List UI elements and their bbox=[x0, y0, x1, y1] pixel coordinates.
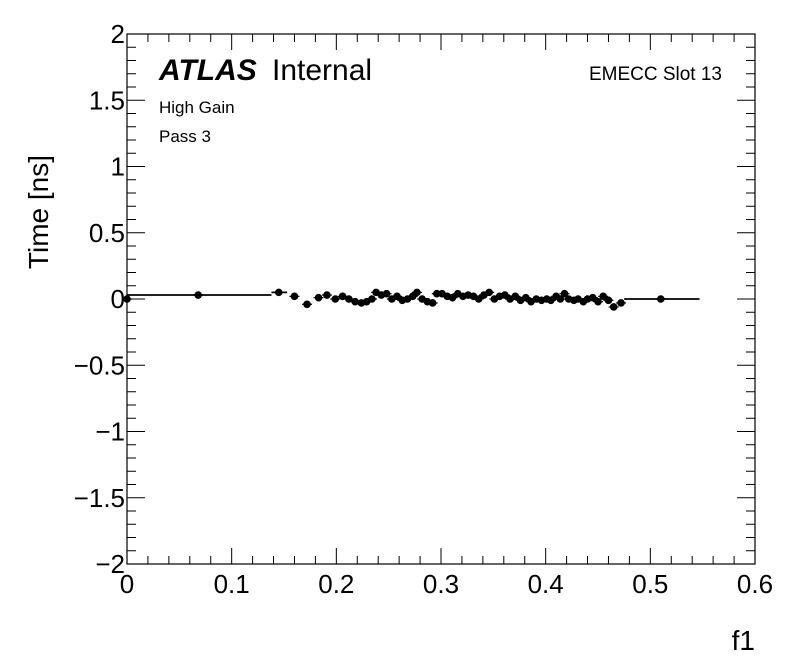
data-point bbox=[599, 292, 608, 301]
data-point bbox=[485, 288, 493, 297]
y-tick-label: 1.5 bbox=[89, 85, 125, 115]
data-points-group bbox=[122, 288, 666, 311]
data-point bbox=[314, 293, 323, 302]
axis-ticks bbox=[126, 33, 756, 565]
x-tick-label: 0.4 bbox=[528, 569, 564, 599]
y-tick-label: 1 bbox=[111, 152, 125, 182]
data-point bbox=[323, 291, 331, 299]
data-point bbox=[556, 295, 565, 303]
data-point bbox=[194, 291, 202, 299]
y-tick-label: 0 bbox=[111, 284, 125, 314]
data-point bbox=[428, 299, 437, 307]
data-point bbox=[413, 288, 421, 297]
data-point bbox=[588, 293, 597, 302]
data-point bbox=[448, 293, 457, 302]
y-tick-label: 2 bbox=[111, 19, 125, 49]
y-tick-label: −0.5 bbox=[74, 350, 125, 380]
data-point bbox=[290, 292, 299, 301]
x-tick-label: 0 bbox=[120, 569, 134, 599]
data-point bbox=[433, 289, 441, 298]
data-point bbox=[604, 296, 613, 305]
data-point bbox=[345, 295, 353, 303]
data-point bbox=[303, 300, 311, 309]
internal-label: Internal bbox=[272, 54, 372, 87]
data-point bbox=[547, 296, 555, 305]
pass-label: Pass 3 bbox=[159, 127, 211, 146]
atlas-label: ATLAS bbox=[158, 54, 257, 87]
x-tick-label: 0.2 bbox=[318, 569, 354, 599]
y-tick-label: 0.5 bbox=[89, 218, 125, 248]
y-axis-title: Time [ns] bbox=[23, 155, 54, 269]
data-point bbox=[511, 292, 520, 301]
data-point bbox=[501, 291, 509, 299]
y-tick-label: −1 bbox=[95, 417, 125, 447]
y-tick-label: −1.5 bbox=[74, 483, 125, 513]
x-axis-title: f1 bbox=[732, 625, 755, 656]
data-point bbox=[560, 289, 569, 298]
y-tick-label: −2 bbox=[95, 549, 125, 579]
x-tick-label: 0.6 bbox=[737, 569, 773, 599]
data-point bbox=[521, 293, 530, 302]
data-point bbox=[368, 295, 376, 303]
x-tick-label: 0.3 bbox=[423, 569, 459, 599]
data-point bbox=[393, 292, 401, 301]
data-point bbox=[609, 303, 618, 311]
x-tick-label: 0.1 bbox=[214, 569, 250, 599]
gain-label: High Gain bbox=[159, 98, 235, 117]
data-point bbox=[657, 295, 665, 303]
data-point bbox=[617, 299, 625, 307]
data-point bbox=[474, 295, 483, 303]
data-point bbox=[331, 295, 340, 303]
data-point bbox=[274, 288, 283, 297]
data-point bbox=[338, 292, 347, 301]
x-tick-label: 0.5 bbox=[632, 569, 668, 599]
x-tick-labels: 0 0.1 0.2 0.3 0.4 0.5 0.6 bbox=[120, 569, 773, 599]
data-point bbox=[382, 289, 391, 298]
y-tick-labels: 2 1.5 1 0.5 0 −0.5 −1 −1.5 −2 bbox=[74, 19, 125, 579]
data-point bbox=[594, 297, 602, 306]
data-point bbox=[351, 297, 359, 306]
slot-label: EMECC Slot 13 bbox=[589, 64, 722, 85]
